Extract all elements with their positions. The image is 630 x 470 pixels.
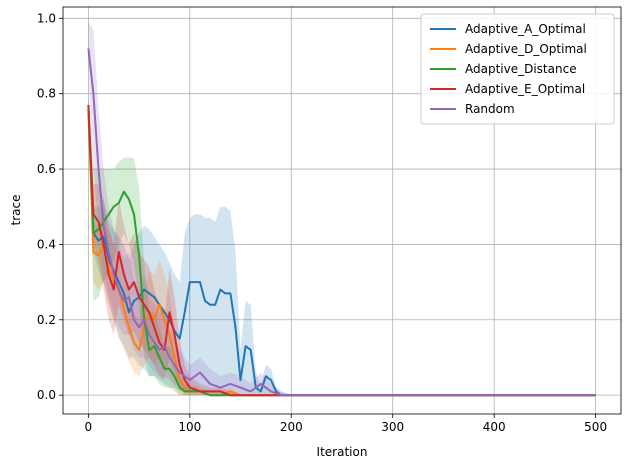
y-tick-label: 0.6 — [37, 162, 56, 176]
series-lines — [87, 48, 596, 397]
x-tick-label: 500 — [584, 420, 607, 434]
y-tick-label: 0.8 — [37, 87, 56, 101]
legend-label: Random — [465, 102, 515, 116]
legend-label: Adaptive_A_Optimal — [465, 22, 586, 36]
band-adaptive-a-optimal — [88, 97, 596, 396]
y-axis-label: trace — [9, 195, 23, 226]
x-axis-label: Iteration — [317, 445, 368, 459]
x-tick-label: 200 — [280, 420, 303, 434]
band-adaptive-d-optimal — [88, 101, 596, 396]
line-random — [87, 48, 596, 397]
confidence-bands — [88, 22, 596, 396]
plot-frame — [62, 6, 622, 415]
legend-label: Adaptive_D_Optimal — [465, 42, 587, 56]
legend-label: Adaptive_E_Optimal — [465, 82, 585, 96]
legend: Adaptive_A_Optimal Adaptive_D_Optimal Adap… — [420, 13, 615, 125]
y-tick-label: 0.0 — [37, 388, 56, 402]
x-axis-ticks: 0 100 200 300 400 500 — [85, 414, 607, 434]
legend-label: Adaptive_Distance — [465, 62, 577, 76]
y-tick-label: 1.0 — [37, 11, 56, 25]
x-tick-label: 100 — [178, 420, 201, 434]
x-tick-label: 0 — [85, 420, 93, 434]
x-tick-label: 400 — [483, 420, 506, 434]
legend-box — [420, 13, 615, 125]
y-tick-label: 0.4 — [37, 237, 56, 251]
y-axis-ticks: 0.0 0.2 0.4 0.6 0.8 1.0 — [37, 11, 63, 402]
x-tick-label: 300 — [381, 420, 404, 434]
y-tick-label: 0.2 — [37, 313, 56, 327]
